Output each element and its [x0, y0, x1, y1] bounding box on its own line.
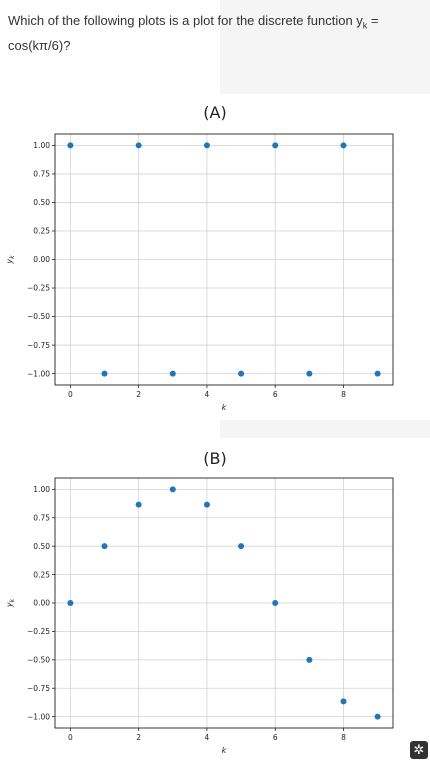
- chart-a-y-tick-label: −1.00: [27, 369, 50, 378]
- chart-b-data-point: [340, 698, 347, 705]
- chart-b-y-tick-label: −1.00: [27, 712, 50, 721]
- chart-a-y-tick-label: −0.50: [27, 312, 50, 321]
- chart-b-x-axis-label: k: [222, 746, 227, 755]
- chart-a-data-point: [67, 142, 74, 149]
- chart-b-data-point: [67, 600, 74, 606]
- chart-a-data-point: [306, 370, 313, 377]
- chart-a-x-tick-label: 8: [341, 390, 346, 399]
- chart-a-data-point: [272, 142, 279, 149]
- chart-b-title: (B): [203, 449, 227, 468]
- chart-a-y-tick-label: 0.00: [33, 255, 50, 264]
- chart-b-data-point: [306, 656, 313, 663]
- chart-a-y-tick-label: 0.25: [33, 227, 50, 236]
- chart-a-x-tick-label: 4: [205, 390, 210, 399]
- chart-a-y-tick-label: 1.00: [33, 141, 50, 150]
- chart-a-y-axis-label: yk: [5, 255, 16, 265]
- chart-b-y-tick-label: −0.25: [27, 627, 50, 636]
- chart-b-y-tick-label: −0.75: [27, 684, 50, 693]
- chart-b-y-tick-label: 0.50: [33, 542, 50, 551]
- chart-b-x-tick-label: 0: [68, 733, 73, 742]
- chart-b-y-tick-label: −0.50: [27, 656, 50, 665]
- chart-b-y-tick-label: 0.25: [33, 570, 50, 579]
- chart-a-title: (A): [203, 103, 227, 122]
- chart-a-x-tick-label: 2: [136, 390, 141, 399]
- chart-a-y-tick-label: 0.75: [33, 170, 50, 179]
- puzzle-icon[interactable]: ✲: [410, 741, 428, 759]
- chart-a-x-tick-label: 0: [68, 390, 73, 399]
- chart-a-data-point: [135, 142, 142, 149]
- question-text: Which of the following plots is a plot f…: [8, 13, 379, 53]
- chart-b-x-tick-label: 2: [136, 733, 141, 742]
- chart-b: 0 2 4 6 8 1.00 0.75 0.50 0.25 0.00 −0.25 −0.50 −0.75…: [5, 477, 394, 755]
- chart-b-x-tick-label: 4: [205, 733, 210, 742]
- chart-a-data-point: [238, 370, 245, 377]
- chart-b-y-tick-label: 0.75: [33, 513, 50, 522]
- chart-a-data-point: [340, 142, 347, 149]
- chart-b-y-axis-label: yk: [5, 598, 16, 608]
- chart-a-data-point: [101, 370, 108, 377]
- background-band-top: [220, 0, 430, 94]
- chart-b-y-tick-label: 1.00: [33, 485, 50, 494]
- chart-a-y-tick-label: 0.50: [33, 198, 50, 207]
- chart-b-data-point: [238, 543, 245, 550]
- chart-b-data-point: [203, 501, 210, 508]
- chart-b-data-point: [101, 543, 108, 550]
- chart-b-y-tick-label: 0.00: [33, 599, 50, 608]
- chart-a-data-point: [169, 370, 176, 377]
- chart-b-data-point: [169, 486, 176, 493]
- chart-b-data-point: [374, 713, 381, 720]
- chart-a-x-axis-label: k: [222, 403, 227, 412]
- chart-a-x-tick-label: 6: [273, 390, 278, 399]
- chart-b-x-tick-label: 8: [341, 733, 346, 742]
- background-band-middle: [220, 420, 430, 438]
- chart-a-y-tick-label: −0.75: [27, 341, 50, 350]
- chart-b-data-point: [135, 501, 142, 508]
- chart-a: 0 2 4 6 8 1.00 0.75 0.50 0.25 0.00 −0.25 −0.50 −0.75…: [5, 133, 394, 412]
- chart-b-data-point: [272, 600, 279, 606]
- chart-b-x-tick-label: 6: [273, 733, 278, 742]
- chart-a-y-tick-label: −0.25: [27, 284, 50, 293]
- chart-a-data-point: [203, 142, 210, 149]
- chart-a-data-point: [374, 370, 381, 377]
